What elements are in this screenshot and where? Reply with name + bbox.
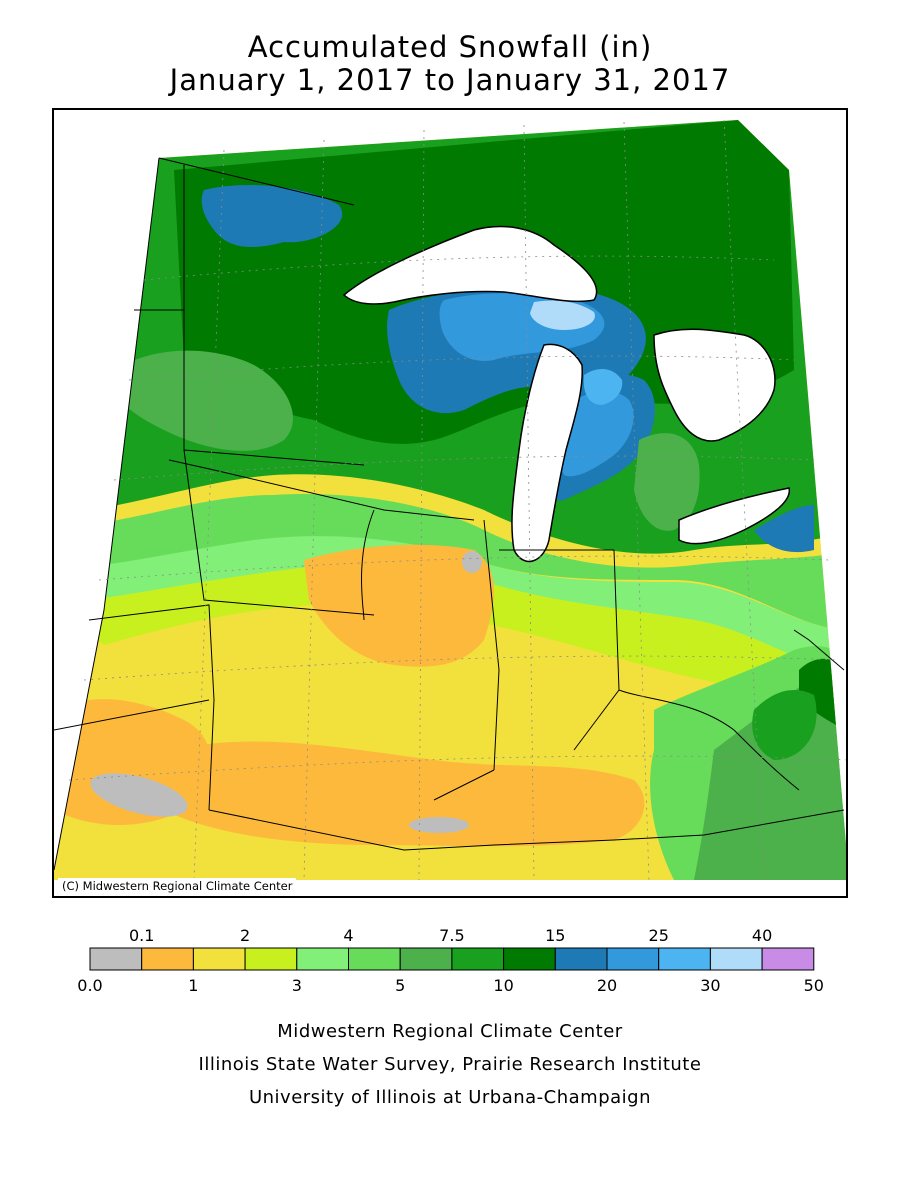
legend-swatch [348, 947, 401, 971]
snow-zone-5-7.5-west [113, 350, 293, 451]
legend-swatch [399, 947, 453, 971]
snow-zone-0.1-1-central [304, 544, 494, 667]
legend-swatch [503, 947, 556, 971]
legend-lower-label: 5 [395, 976, 405, 995]
legend-swatch [296, 947, 349, 971]
legend-lower-label: 10 [493, 976, 513, 995]
snow-zone-15-20-erie [754, 505, 814, 553]
snow-zone-0-0.1-illinois [462, 551, 482, 573]
snow-zone-3-5 [54, 494, 846, 630]
lake-michigan [511, 343, 584, 563]
legend-swatch [554, 947, 608, 971]
lake-superior [342, 225, 598, 305]
snowfall-map-canvas [54, 119, 846, 881]
legend-upper-label: 40 [752, 926, 772, 945]
snow-zone-0-0.1-kansas [90, 773, 188, 817]
legend-upper-label: 25 [649, 926, 669, 945]
snow-zone-7.5-10-appalachia [752, 690, 817, 760]
legend-swatch [709, 947, 763, 971]
footer-survey: Illinois State Water Survey, Prairie Res… [198, 1054, 702, 1075]
footer-university: University of Illinois at Urbana-Champai… [248, 1087, 652, 1108]
legend-lower-label: 0.0 [77, 976, 102, 995]
snow-zone-30-40-up [530, 300, 595, 330]
legend-swatch [606, 947, 660, 971]
legend-swatch [244, 947, 298, 971]
snowfall-map: (C) Midwestern Regional Climate Center [52, 108, 848, 898]
snow-zone-0-0.1-bootheel [409, 817, 469, 833]
legend-swatch [761, 947, 815, 971]
snow-zone-15-20-superior [201, 185, 343, 247]
legend-swatch [451, 947, 505, 971]
legend-upper-label: 2 [240, 926, 250, 945]
snow-zone-0.1-1-south [164, 741, 645, 847]
legend-swatch [141, 947, 194, 971]
snow-zone-5-7.5-east-mi [634, 433, 700, 531]
map-credit: (C) Midwestern Regional Climate Center [58, 878, 297, 894]
legend-swatch [192, 947, 246, 971]
legend-swatch [658, 947, 711, 971]
legend-upper-label: 4 [343, 926, 353, 945]
map-title: Accumulated Snowfall (in) [247, 30, 653, 64]
legend-upper-label: 0.1 [129, 926, 154, 945]
legend-upper-label: 15 [545, 926, 565, 945]
lat-lon-grid [68, 119, 846, 881]
legend-lower-label: 1 [188, 976, 198, 995]
snow-zone-25-30-lower-mi [583, 368, 623, 405]
legend-lower-label: 3 [292, 976, 302, 995]
lake-huron [653, 328, 776, 442]
state-boundaries [54, 157, 845, 871]
lake-erie [678, 487, 790, 545]
legend-lower-label: 30 [700, 976, 720, 995]
color-legend: 0.1 2 4 7.5 15 25 40 0.0 1 3 5 10 20 30 50 [77, 926, 824, 995]
legend-swatch [89, 947, 143, 971]
snow-zone-2-3 [54, 536, 846, 670]
map-date-range: January 1, 2017 to January 31, 2017 [169, 63, 731, 97]
legend-upper-label: 7.5 [439, 926, 464, 945]
snow-zone-1.5-2 [54, 566, 846, 730]
footer-org: Midwestern Regional Climate Center [277, 1021, 623, 1042]
legend-lower-label: 50 [804, 976, 824, 995]
legend-lower-label: 20 [597, 976, 617, 995]
